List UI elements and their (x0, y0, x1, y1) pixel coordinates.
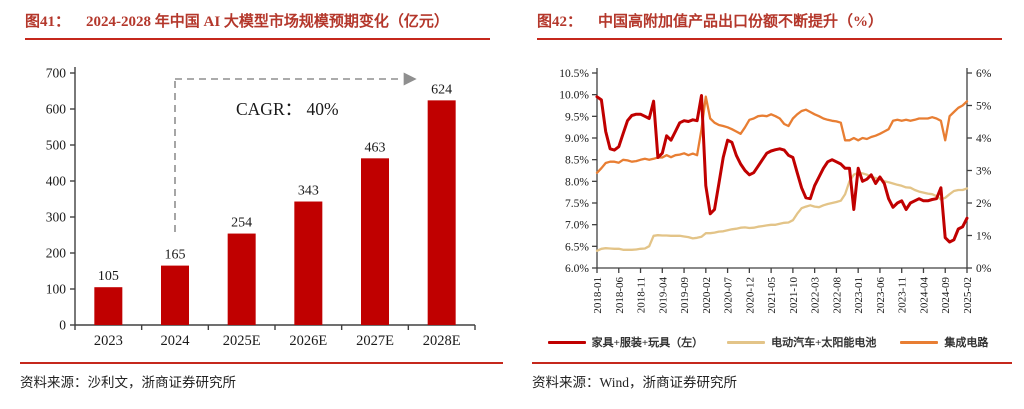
figure-42-title: 图42： 中国高附加值产品出口份额不断提升（%） (537, 11, 1002, 40)
y-tick-label: 200 (46, 246, 67, 261)
x-tick-label: 2023-01 (853, 277, 865, 314)
bar-2026E (294, 201, 323, 325)
x-tick-label: 2018-01 (592, 277, 604, 314)
axes (592, 68, 972, 273)
line-chart-svg: 6.0% 6.5% 7.0% 7.5% 8.0% 8.5% 9.0% 9.5% 10.0% 10.… (559, 68, 992, 314)
left-y-tick-label: 9.0% (565, 133, 589, 145)
right-y-tick-label: 6% (976, 68, 992, 80)
bar-chart-svg: 0 100 200 300 400 500 600 700 105 2023 165 2024 254 2… (46, 66, 476, 349)
figure-41-title: 图41： 2024-2028 年中国 AI 大模型市场规模预期变化（亿元） (25, 11, 490, 40)
figure-42-source: 资料来源：Wind，浙商证券研究所 (532, 375, 737, 390)
x-tick-label: 2020-07 (723, 277, 735, 314)
bars (94, 100, 456, 325)
y-tick-label: 300 (46, 210, 67, 225)
y-tick-label: 700 (46, 66, 67, 81)
cagr-arrow (174, 78, 403, 232)
x-tick-label: 2020-02 (701, 277, 713, 314)
figure-41-panel: 图41： 2024-2028 年中国 AI 大模型市场规模预期变化（亿元） 0 1… (0, 11, 512, 390)
y-tick-label: 500 (46, 138, 67, 153)
legend-swatch-icon (900, 340, 939, 344)
left-y-tick-label: 8.5% (565, 155, 589, 167)
y-tick-label: 400 (46, 174, 67, 189)
x-tick-label: 2022-08 (831, 277, 843, 314)
x-tick-label: 2020-12 (744, 277, 756, 314)
right-y-tick-label: 1% (976, 231, 992, 243)
bar-value-label: 105 (98, 269, 119, 284)
x-tick-label: 2025-02 (962, 277, 974, 314)
x-tick-label: 2028E (423, 333, 461, 349)
figure-42-panel: 图42： 中国高附加值产品出口份额不断提升（%） 6.0% 6.5% 7.0% 7.5… (512, 0, 1024, 409)
right-y-tick-label: 2% (976, 198, 992, 210)
bar-value-label: 165 (165, 248, 186, 263)
legend-swatch-icon (727, 340, 766, 344)
left-y-tick-label: 8.0% (565, 176, 589, 188)
x-tick-label: 2024 (161, 333, 191, 349)
legend-item-0: 家具+服装+玩具（左） (547, 334, 704, 350)
figure-42-title-text: 中国高附加值产品出口份额不断提升（%） (598, 14, 884, 30)
legend-label: 电动汽车+太阳能电池 (771, 337, 877, 349)
left-y-tick-label: 7.5% (565, 198, 589, 210)
x-tick-label: 2026E (289, 333, 327, 349)
figure-41-separator (20, 362, 503, 364)
left-y-tick-label: 6.0% (565, 263, 589, 275)
legend-label: 集成电路 (944, 337, 989, 349)
x-tick-label: 2018-06 (614, 277, 626, 314)
axes (70, 67, 476, 330)
x-tick-label: 2023-11 (897, 277, 909, 313)
bar-value-label: 624 (431, 82, 452, 97)
left-y-tick-label: 9.5% (565, 111, 589, 123)
chart-legend: 家具+服装+玩具（左） 电动汽车+太阳能电池 集成电路 (512, 334, 1024, 350)
arrow-head (403, 72, 417, 86)
right-y-tick-label: 4% (976, 133, 992, 145)
bar-chart-ai-market: 0 100 200 300 400 500 600 700 105 2023 165 2024 254 2… (0, 46, 512, 349)
line-chart-export-share: 6.0% 6.5% 7.0% 7.5% 8.0% 8.5% 9.0% 9.5% 10.0% 10.… (512, 46, 1024, 338)
x-tick-label: 2025E (223, 333, 261, 349)
legend-item-1: 电动汽车+太阳能电池 (727, 334, 876, 350)
x-tick-label: 2018-11 (636, 277, 648, 313)
y-tick-label: 0 (59, 318, 66, 333)
x-tick-label: 2021-10 (788, 277, 800, 314)
x-tick-label: 2022-03 (810, 277, 822, 314)
bar-value-label: 343 (298, 184, 319, 199)
bar-2028E (427, 100, 456, 325)
x-tick-label: 2021-05 (766, 277, 778, 314)
bar-value-label: 254 (231, 216, 252, 231)
series-line-0 (595, 94, 969, 244)
legend-item-2: 集成电路 (900, 334, 988, 350)
x-tick-label: 2027E (356, 333, 394, 349)
right-y-tick-label: 3% (976, 166, 992, 178)
bar-2027E (361, 158, 389, 325)
x-tick-label: 2023-06 (875, 277, 887, 314)
y-tick-label: 600 (46, 102, 67, 117)
legend-swatch-icon (547, 340, 586, 344)
bar-2025E (227, 233, 256, 325)
series-line-1 (595, 171, 969, 252)
x-tick-label: 2024-04 (918, 277, 930, 314)
right-y-tick-label: 0% (976, 263, 992, 275)
bar-2024 (161, 265, 189, 325)
left-y-tick-label: 6.5% (565, 241, 589, 253)
legend-label: 家具+服装+玩具（左） (591, 337, 704, 349)
left-y-tick-label: 10.5% (559, 68, 589, 80)
bar-value-label: 463 (365, 140, 386, 155)
left-y-tick-label: 10.0% (559, 90, 589, 102)
x-tick-label: 2023 (94, 333, 123, 349)
x-tick-label: 2019-09 (679, 277, 691, 314)
figure-42-label: 图42： (537, 14, 583, 30)
x-tick-label: 2024-09 (940, 277, 952, 314)
x-tick-label: 2019-04 (657, 277, 669, 314)
y-tick-label: 100 (46, 282, 67, 297)
cagr-annotation: CAGR： 40% (236, 99, 339, 119)
figure-41-label: 图41： (25, 14, 71, 30)
figure-41-source: 资料来源：沙利文，浙商证券研究所 (20, 375, 236, 390)
left-y-tick-label: 7.0% (565, 220, 589, 232)
figure-41-title-text: 2024-2028 年中国 AI 大模型市场规模预期变化（亿元） (86, 14, 449, 30)
figure-42-separator (532, 362, 1012, 364)
right-y-tick-label: 5% (976, 101, 992, 113)
bar-2023 (94, 287, 123, 325)
